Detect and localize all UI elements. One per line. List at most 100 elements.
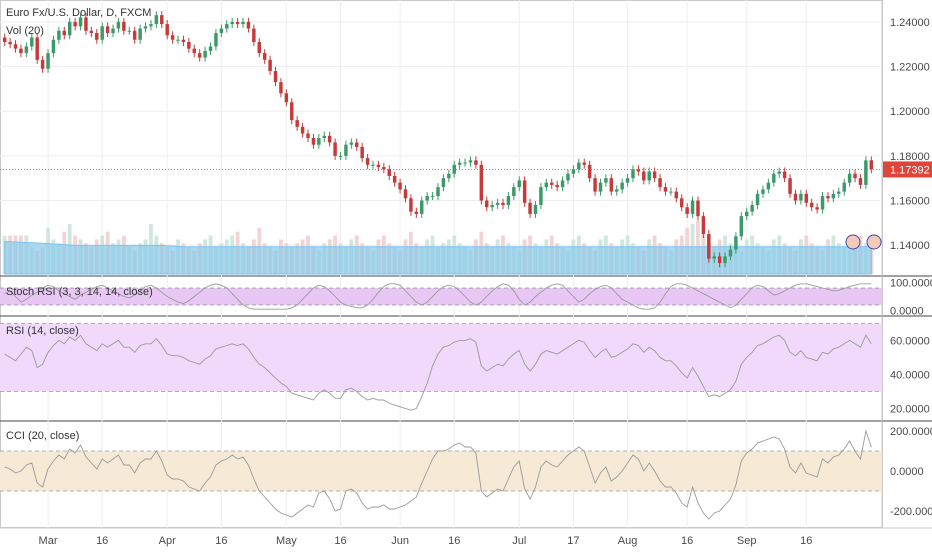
candle-body xyxy=(522,180,527,203)
x-tick-label: Jul xyxy=(512,535,526,547)
last-price-label: 1.17392 xyxy=(890,164,930,176)
price-tick-label: 1.24000 xyxy=(890,17,930,29)
candle-body xyxy=(864,160,868,185)
candle-body xyxy=(512,187,516,197)
candle-body xyxy=(772,173,776,183)
candle-body xyxy=(457,162,462,165)
candle-body xyxy=(669,191,673,193)
chart-title: Euro Fx/U.S. Dollar, D, FXCM xyxy=(6,7,152,19)
candle-body xyxy=(809,202,814,208)
candle-body xyxy=(149,24,153,27)
candle-body xyxy=(100,26,104,40)
candle-body xyxy=(176,39,180,41)
candle-body xyxy=(582,162,586,165)
candle-body xyxy=(355,142,359,147)
candle-body xyxy=(658,178,662,188)
candle-body xyxy=(631,169,635,179)
candle-body xyxy=(533,205,538,214)
candle-body xyxy=(300,126,305,134)
candle-body xyxy=(663,187,668,192)
stoch-rsi-tick-label: 0.0000 xyxy=(890,306,924,318)
candle-body xyxy=(279,82,283,94)
candle-body xyxy=(24,46,29,54)
cci-tick-label: 200.0000 xyxy=(890,426,932,438)
candle-body xyxy=(517,180,521,188)
candle-body xyxy=(257,41,262,54)
candle-body xyxy=(154,15,159,25)
stoch-rsi-line xyxy=(4,283,872,310)
candle-body xyxy=(636,169,641,172)
candle-body xyxy=(322,135,326,138)
candle-body xyxy=(187,41,191,49)
candle-body xyxy=(127,30,132,32)
candle-body xyxy=(869,160,874,170)
candle-body xyxy=(734,236,738,250)
candle-body xyxy=(625,178,630,183)
candle-body xyxy=(506,196,511,205)
candle-body xyxy=(842,182,846,192)
price-tick-label: 1.18000 xyxy=(890,151,930,163)
price-tick-label: 1.14000 xyxy=(890,240,930,252)
candle-body xyxy=(717,256,722,264)
x-tick-label: 16 xyxy=(334,535,346,547)
candle-body xyxy=(35,37,39,60)
candle-body xyxy=(95,33,99,40)
candle-body xyxy=(344,144,348,156)
candle-body xyxy=(338,155,343,157)
candle-body xyxy=(463,162,467,164)
x-tick-label: 16 xyxy=(800,535,812,547)
candle-body xyxy=(474,160,478,165)
candle-body xyxy=(246,21,251,29)
candle-body xyxy=(479,164,484,201)
price-tick-label: 1.20000 xyxy=(890,106,930,118)
candle-body xyxy=(51,39,56,54)
candle-body xyxy=(116,21,121,29)
candle-body xyxy=(13,44,18,49)
candle-body xyxy=(777,171,781,174)
candle-body xyxy=(170,35,175,40)
candle-body xyxy=(203,50,207,58)
candle-body xyxy=(382,167,386,170)
candle-body xyxy=(371,164,375,166)
candle-body xyxy=(598,182,603,192)
candle-body xyxy=(2,37,7,42)
candle-body xyxy=(105,26,110,34)
candle-body xyxy=(604,178,608,183)
candle-body xyxy=(441,178,446,188)
candle-body xyxy=(327,135,332,143)
candle-body xyxy=(214,33,218,47)
candle-body xyxy=(707,234,711,259)
candle-body xyxy=(674,191,679,199)
candle-body xyxy=(642,171,646,181)
candle-body xyxy=(111,28,115,34)
candle-body xyxy=(793,193,798,201)
candle-body xyxy=(430,196,435,198)
candle-body xyxy=(420,200,424,214)
stoch-rsi-tick-label: 100.0000 xyxy=(890,277,932,289)
candle-body xyxy=(539,187,543,205)
x-tick-label: Mar xyxy=(39,535,58,547)
candle-body xyxy=(577,162,581,170)
candle-body xyxy=(685,207,689,214)
candle-body xyxy=(19,48,23,54)
candle-body xyxy=(820,196,825,210)
candle-body xyxy=(73,21,77,27)
volume-label: Vol (20) xyxy=(6,25,44,37)
candle-body xyxy=(333,142,337,156)
candle-body xyxy=(799,193,803,201)
candle-body xyxy=(317,138,321,145)
candle-body xyxy=(782,171,787,179)
candle-body xyxy=(490,205,494,208)
candle-body xyxy=(67,21,72,36)
x-tick-label: Aug xyxy=(618,535,638,547)
candle-body xyxy=(609,178,614,192)
candle-body xyxy=(652,171,657,179)
candle-body xyxy=(403,189,408,199)
candle-body xyxy=(143,26,148,29)
candle-body xyxy=(46,53,50,69)
x-tick-label: Apr xyxy=(159,535,176,547)
price-tick-label: 1.16000 xyxy=(890,196,930,208)
cci-band xyxy=(0,451,882,491)
